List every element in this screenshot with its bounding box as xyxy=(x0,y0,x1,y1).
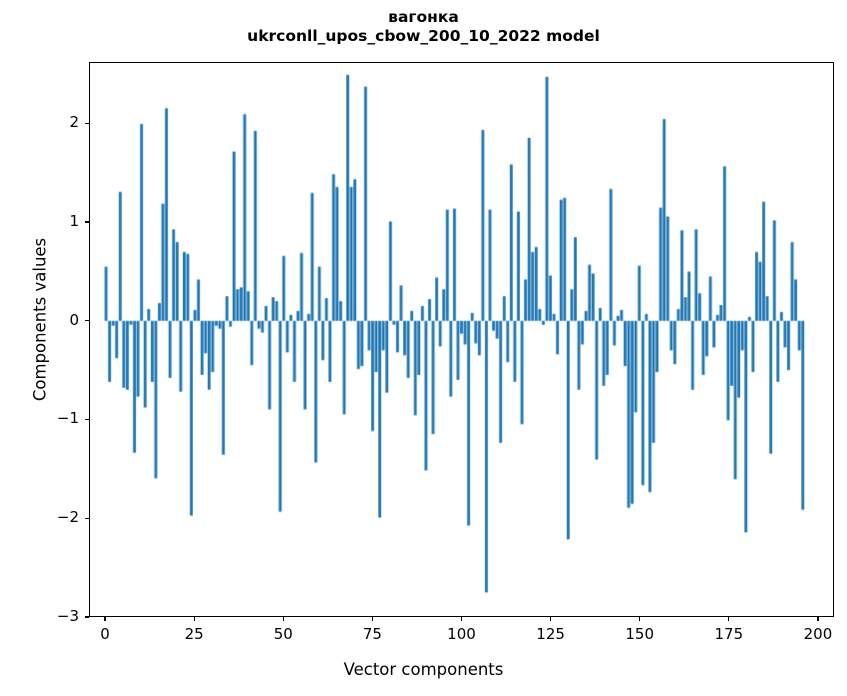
y-tick-mark xyxy=(85,221,89,223)
x-tick-label: 200 xyxy=(803,625,833,643)
x-tick-mark xyxy=(639,617,641,621)
x-tick-label: 25 xyxy=(184,625,204,643)
x-tick-label: 125 xyxy=(536,625,565,643)
y-tick-label: 0 xyxy=(69,310,79,329)
x-tick-mark xyxy=(282,617,284,621)
y-tick-label: 1 xyxy=(69,211,79,230)
y-tick-label: −1 xyxy=(56,409,79,428)
y-axis-label: Components values xyxy=(30,237,50,402)
x-axis-label: Vector components xyxy=(343,660,504,679)
x-tick-mark xyxy=(460,617,463,621)
y-tick-label: 2 xyxy=(69,113,79,132)
x-tick-label: 100 xyxy=(447,625,476,643)
x-tick-label: 175 xyxy=(714,625,744,643)
y-tick-label: −2 xyxy=(56,508,79,527)
x-tick-label: 50 xyxy=(273,625,293,643)
plot-axes xyxy=(89,62,834,617)
x-tick-mark xyxy=(371,617,374,621)
chart-title-line-1: вагонка xyxy=(388,8,459,26)
y-tick-mark xyxy=(85,517,89,519)
y-tick-label: −3 xyxy=(56,607,79,625)
x-tick-mark xyxy=(728,617,730,621)
y-tick-mark xyxy=(85,418,89,421)
x-tick-label: 75 xyxy=(362,625,382,643)
y-tick-mark xyxy=(85,320,89,322)
bar-series-canvas xyxy=(90,63,833,616)
x-tick-label: 0 xyxy=(100,625,110,643)
y-tick-mark xyxy=(85,122,89,124)
x-tick-label: 150 xyxy=(625,625,655,643)
x-tick-mark xyxy=(104,617,106,621)
x-tick-mark xyxy=(193,617,195,621)
x-tick-mark xyxy=(817,617,819,621)
chart-title: вагонка ukrconll_upos_cbow_200_10_2022 m… xyxy=(0,8,847,46)
chart-title-line-2: ukrconll_upos_cbow_200_10_2022 model xyxy=(247,27,600,45)
y-tick-mark xyxy=(85,616,89,618)
x-tick-mark xyxy=(549,617,552,621)
